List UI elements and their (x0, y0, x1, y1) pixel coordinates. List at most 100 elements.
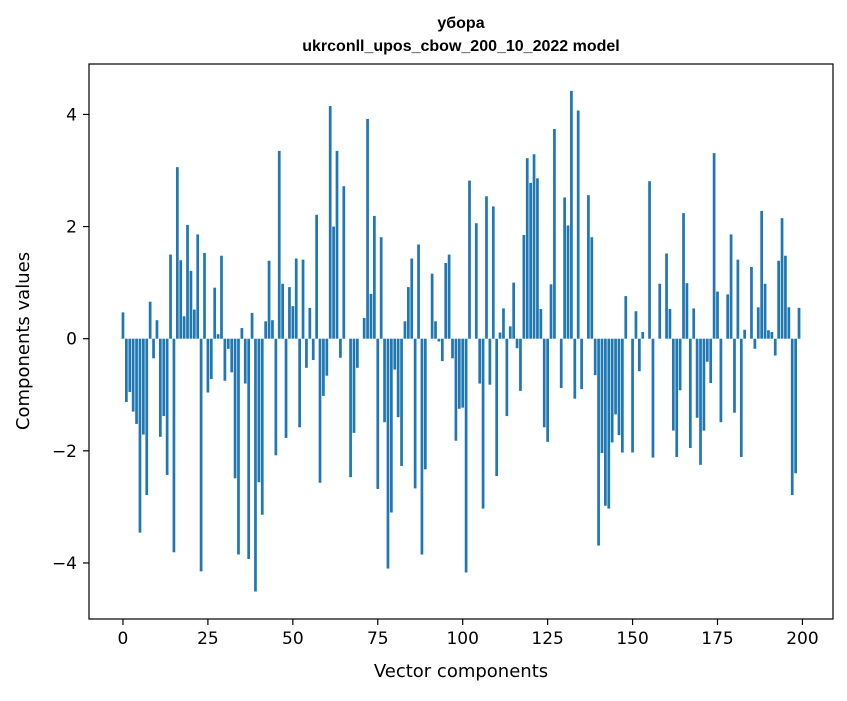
bar (400, 338, 403, 466)
bar (325, 338, 329, 376)
chart-title: убора (437, 15, 484, 32)
bar (566, 225, 570, 339)
bar (298, 338, 301, 428)
bar (332, 226, 335, 339)
bar (607, 338, 611, 509)
bar (726, 294, 730, 339)
bar (648, 181, 651, 339)
bar (502, 308, 505, 339)
bar (515, 338, 519, 349)
bar (335, 150, 339, 339)
bar (305, 338, 308, 368)
bar (288, 287, 291, 339)
bar (339, 338, 342, 358)
bar (247, 338, 251, 560)
bar (342, 186, 346, 339)
bar (692, 308, 696, 339)
bar (175, 167, 179, 339)
bar (773, 338, 777, 356)
bar (787, 307, 791, 339)
bar (216, 334, 220, 339)
bar (440, 338, 444, 362)
bar (240, 328, 244, 339)
bar (366, 118, 369, 339)
bar (294, 258, 298, 339)
bar (631, 338, 634, 453)
bar (638, 338, 641, 372)
bar (784, 255, 787, 339)
bar (678, 338, 682, 391)
bar (685, 283, 689, 339)
x-tick-label: 75 (367, 629, 389, 649)
bar (454, 338, 458, 441)
bar (736, 259, 740, 339)
bar (145, 338, 149, 496)
bar (308, 307, 312, 339)
bar (179, 260, 183, 339)
bar (192, 309, 196, 339)
bar (665, 253, 668, 339)
bar (142, 338, 145, 435)
bar (587, 195, 590, 339)
bar (226, 338, 230, 349)
bar (780, 218, 784, 339)
bar (444, 263, 448, 339)
bar (369, 293, 373, 339)
bar (271, 320, 274, 339)
bar (243, 338, 247, 384)
bar (546, 338, 549, 442)
bar (671, 338, 675, 431)
bar (559, 338, 563, 389)
bar (451, 338, 454, 359)
bar (406, 287, 410, 339)
bar (311, 338, 315, 360)
bar (790, 338, 794, 496)
bar (682, 213, 685, 339)
bar (522, 234, 526, 339)
bar (233, 338, 237, 479)
chart-subtitle: ukrconll_upos_cbow_200_10_2022 model (302, 38, 619, 55)
bar (716, 291, 719, 339)
bar (770, 331, 774, 339)
bar (621, 338, 624, 453)
bar (420, 338, 424, 555)
bar (318, 338, 322, 483)
bar (162, 338, 166, 417)
bar (508, 326, 512, 339)
bar (128, 338, 132, 392)
bar (379, 237, 383, 339)
bar (199, 338, 203, 572)
bar (709, 338, 713, 383)
bar (277, 150, 281, 339)
bar (756, 307, 760, 339)
bar (230, 338, 234, 373)
bar (356, 338, 359, 368)
bar (250, 312, 254, 339)
bar (158, 338, 162, 437)
y-tick-label: 0 (66, 330, 77, 350)
x-tick-label: 25 (197, 629, 219, 649)
bar (206, 338, 210, 393)
bar (488, 338, 492, 385)
bar (536, 178, 539, 339)
bar (481, 338, 485, 509)
bar (328, 106, 332, 339)
bar (264, 321, 268, 339)
bar (213, 287, 217, 339)
bar (668, 308, 672, 339)
bar (447, 254, 451, 339)
x-tick-label: 125 (531, 629, 563, 649)
bar (138, 338, 142, 533)
bar (491, 206, 495, 339)
bar (604, 338, 607, 506)
bar (658, 283, 662, 339)
y-tick-label: 2 (66, 218, 77, 238)
bar (699, 338, 702, 465)
bar (393, 338, 397, 370)
bar (125, 338, 128, 403)
bar (750, 266, 753, 339)
bar (274, 338, 278, 456)
plot-frame (88, 63, 834, 620)
bar (614, 338, 617, 415)
